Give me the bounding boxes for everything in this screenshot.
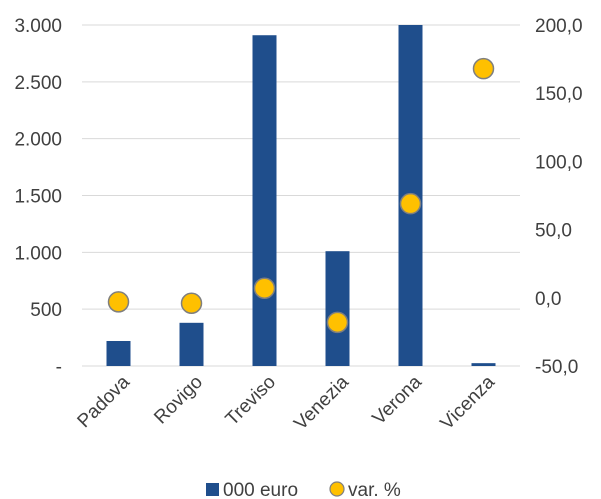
left-tick-label: 2.000 [14,130,62,151]
legend-label-point: var. % [348,480,401,499]
point [326,311,349,334]
point [180,292,203,315]
right-axis: -50,0 0,0 50,0 100,0 150,0 200,0 [535,16,583,378]
left-tick-label: 3.000 [14,16,62,37]
right-tick-label: 50,0 [535,221,572,242]
point [107,291,130,313]
legend-swatch-point [329,481,345,497]
left-tick-label: 1.000 [14,243,62,264]
category-label: Padova [74,371,135,432]
right-tick-label: 200,0 [535,16,583,37]
left-axis: - 500 1.000 1.500 2.000 2.500 3.000 [14,16,62,378]
point-series [107,57,495,334]
category-label: Venezia [290,371,353,434]
left-tick-label: 500 [30,300,62,321]
category-label: Rovigo [150,372,207,429]
left-tick-label: 2.500 [14,73,62,94]
right-tick-label: -50,0 [535,357,578,378]
left-tick-label: 1.500 [14,187,62,208]
legend: 000 euro var. % [206,480,401,499]
legend-swatch-bar [206,483,219,496]
bar [471,363,496,366]
right-tick-label: 100,0 [535,152,583,173]
gridlines [82,24,520,367]
category-label: Treviso [222,372,280,430]
category-label: Verona [369,371,427,429]
left-tick-label: - [56,357,62,378]
bar [106,340,131,366]
bar [325,251,350,366]
bar [252,35,277,366]
right-tick-label: 150,0 [535,84,583,105]
category-axis: Padova Rovigo Treviso Venezia Verona Vicenza [74,371,500,434]
point [253,277,276,300]
category-label: Vicenza [437,371,500,434]
point [472,57,495,80]
point [399,192,422,215]
bar [179,322,204,366]
bar-series [106,25,496,366]
legend-label-bar: 000 euro [223,480,298,499]
right-tick-label: 0,0 [535,289,561,310]
